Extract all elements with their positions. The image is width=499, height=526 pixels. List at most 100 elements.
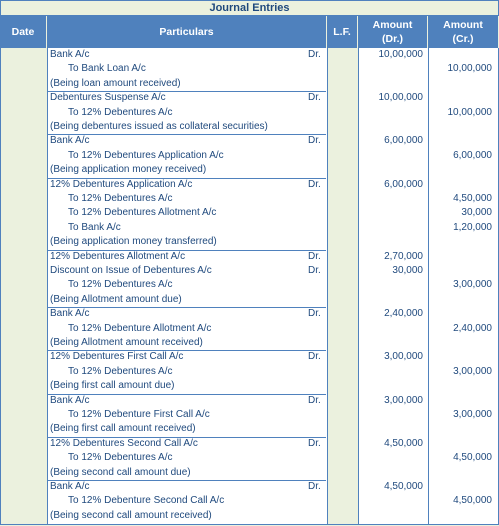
entry-separator	[47, 437, 326, 438]
table-row: To Bank Loan A/c 10,00,000	[0, 62, 499, 76]
header-amount-dr-label: Amount	[372, 19, 413, 31]
credit-amount: 1,20,000	[453, 222, 492, 233]
table-row: To 12% Debentures Allotment A/c 30,000	[0, 206, 499, 220]
debit-account-text: Bank A/c	[50, 308, 90, 319]
table-row: Bank A/c Dr. 2,40,000	[0, 307, 499, 321]
dr-marker: Dr.	[308, 92, 321, 103]
header-lf-label: L.F.	[333, 26, 351, 38]
debit-account-text: Bank A/c	[50, 49, 90, 60]
debit-account-text: 12% Debentures Second Call A/c	[50, 438, 198, 449]
table-row: To 12% Debenture Allotment A/c 2,40,000	[0, 322, 499, 336]
credit-account-text: To 12% Debentures A/c	[68, 366, 173, 377]
table-row: (Being second call amount due)	[0, 466, 499, 480]
table-row: (Being first call amount received)	[0, 422, 499, 436]
debit-account-text: 12% Debentures First Call A/c	[50, 351, 184, 362]
credit-account-text: To Bank Loan A/c	[68, 63, 146, 74]
credit-account-text: To 12% Debentures Allotment A/c	[68, 207, 217, 218]
credit-amount: 3,00,000	[453, 279, 492, 290]
debit-amount: 10,00,000	[378, 49, 424, 60]
table-row: To 12% Debenture First Call A/c 3,00,000	[0, 408, 499, 422]
dr-marker: Dr.	[308, 481, 321, 492]
narration-text: (Being second call amount received)	[50, 510, 212, 521]
narration-text: (Being second call amount due)	[50, 467, 191, 478]
dr-marker: Dr.	[308, 179, 321, 190]
dr-marker: Dr.	[308, 251, 321, 262]
table-bottom-border	[0, 524, 498, 525]
table-row: (Being loan amount received)	[0, 77, 499, 91]
debit-amount: 4,50,000	[384, 481, 423, 492]
dr-marker: Dr.	[308, 351, 321, 362]
table-row: To 12% Debentures A/c 3,00,000	[0, 365, 499, 379]
credit-amount: 10,00,000	[447, 107, 493, 118]
debit-amount: 2,70,000	[384, 251, 423, 262]
debit-amount: 30,000	[392, 265, 423, 276]
credit-account-text: To 12% Debenture Second Call A/c	[68, 495, 225, 506]
header-particulars: Particulars	[47, 16, 326, 48]
dr-marker: Dr.	[308, 438, 321, 449]
credit-account-text: To 12% Debentures A/c	[68, 107, 173, 118]
table-row: Discount on Issue of Debentures A/c Dr. 30…	[0, 264, 499, 278]
particulars-column	[47, 48, 327, 525]
credit-account-text: To 12% Debentures A/c	[68, 452, 173, 463]
table-row: To 12% Debentures Application A/c 6,00,00…	[0, 149, 499, 163]
table-row: (Being second call amount received)	[0, 509, 499, 523]
credit-amount: 2,40,000	[453, 323, 492, 334]
entry-separator	[47, 480, 326, 481]
entry-separator	[47, 350, 326, 351]
debit-amount: 6,00,000	[384, 135, 423, 146]
dr-marker: Dr.	[308, 308, 321, 319]
header-amount-cr-label: Amount	[443, 19, 483, 31]
table-row: To 12% Debenture Second Call A/c 4,50,000	[0, 494, 499, 508]
credit-account-text: To Bank A/c	[68, 222, 121, 233]
header-amount-cr: Amount (Cr.)	[428, 16, 498, 48]
debit-amount: 3,00,000	[384, 351, 423, 362]
table-row: 12% Debentures First Call A/c Dr. 3,00,000	[0, 350, 499, 364]
debit-account-text: Bank A/c	[50, 481, 90, 492]
narration-text: (Being loan amount received)	[50, 78, 181, 89]
debit-account-text: Discount on Issue of Debentures A/c	[50, 265, 212, 276]
entry-separator	[47, 134, 326, 135]
dr-marker: Dr.	[308, 395, 321, 406]
debit-amount: 10,00,000	[378, 92, 424, 103]
table-row: Bank A/c Dr. 10,00,000	[0, 48, 499, 62]
credit-amount: 3,00,000	[453, 409, 492, 420]
date-column	[0, 48, 47, 525]
narration-text: (Being Allotment amount received)	[50, 337, 203, 348]
credit-account-text: To 12% Debentures Application A/c	[68, 150, 224, 161]
credit-account-text: To 12% Debentures A/c	[68, 279, 173, 290]
debit-amount: 4,50,000	[384, 438, 423, 449]
entry-separator	[47, 91, 326, 92]
table-row: To 12% Debentures A/c 4,50,000	[0, 451, 499, 465]
credit-amount: 10,00,000	[447, 63, 493, 74]
entry-separator	[47, 250, 326, 251]
header-date-label: Date	[11, 26, 35, 38]
header-lf: L.F.	[327, 16, 357, 48]
credit-account-text: To 12% Debentures A/c	[68, 193, 173, 204]
dr-marker: Dr.	[308, 265, 321, 276]
narration-text: (Being application money received)	[50, 164, 207, 175]
dr-marker: Dr.	[308, 135, 321, 146]
table-row: Bank A/c Dr. 4,50,000	[0, 480, 499, 494]
header-amount-dr-sub: (Dr.)	[382, 33, 403, 45]
credit-column	[428, 48, 499, 525]
narration-text: (Being application money transferred)	[50, 236, 217, 247]
header-amount-dr: Amount (Dr.)	[358, 16, 427, 48]
debit-account-text: 12% Debentures Application A/c	[50, 179, 193, 190]
table-row: (Being debentures issued as collateral s…	[0, 120, 499, 134]
table-row: To 12% Debentures A/c 10,00,000	[0, 106, 499, 120]
table-row: 12% Debentures Allotment A/c Dr. 2,70,000	[0, 250, 499, 264]
narration-text: (Being first call amount due)	[50, 380, 175, 391]
narration-text: (Being debentures issued as collateral s…	[50, 121, 268, 132]
debit-account-text: Bank A/c	[50, 135, 90, 146]
table-row: To 12% Debentures A/c 3,00,000	[0, 278, 499, 292]
table-row: Bank A/c Dr. 3,00,000	[0, 394, 499, 408]
table-row: (Being Allotment amount due)	[0, 293, 499, 307]
header-date: Date	[0, 16, 46, 48]
table-title: Journal Entries	[0, 0, 499, 16]
narration-text: (Being Allotment amount due)	[50, 294, 182, 305]
header-particulars-label: Particulars	[159, 26, 214, 38]
debit-amount: 6,00,000	[384, 179, 423, 190]
credit-amount: 4,50,000	[453, 193, 492, 204]
debit-account-text: Bank A/c	[50, 395, 90, 406]
